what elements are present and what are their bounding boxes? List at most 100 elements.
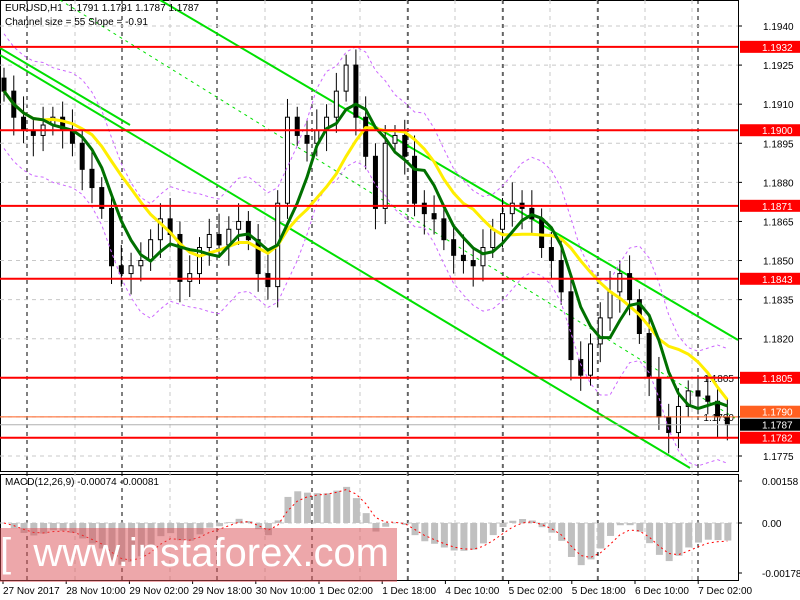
candle-body [421, 202, 427, 215]
macd-histogram-bar [626, 523, 634, 526]
macd-histogram-bar [59, 523, 67, 531]
x-tick-label: 27 Nov 2017 [3, 586, 60, 597]
candle-body [89, 168, 95, 189]
y-tick-label: 1.1805 [703, 374, 734, 385]
candle-body [490, 228, 496, 249]
macd-y-tick-label: 0.00 [762, 519, 782, 530]
macd-histogram-bar [304, 492, 312, 523]
level-price-tag [740, 431, 800, 444]
macd-histogram-bar [665, 523, 673, 562]
macd-histogram-bar [362, 513, 370, 523]
macd-histogram-bar [470, 523, 478, 550]
candle-body [431, 213, 437, 220]
current-price-label: 1.1787 [762, 421, 793, 432]
candle-body [343, 64, 349, 92]
candle-body [480, 247, 486, 267]
macd-histogram-bar [519, 519, 527, 523]
x-tick-label: 29 Nov 02:00 [129, 586, 189, 597]
candle-body [627, 273, 633, 301]
macd-y-tick-label: -0.00178 [762, 569, 800, 580]
candle-body [382, 142, 388, 209]
candle-body [539, 218, 545, 249]
macd-histogram-bar [528, 520, 536, 523]
macd-histogram-bar [499, 523, 507, 527]
candle-body [99, 187, 105, 209]
symbol-info: EURUSD,H1 1.1791 1.1791 1.1787 1.1787 [5, 3, 200, 14]
level-price-label: 1.1932 [762, 43, 793, 54]
macd-histogram-bar [401, 523, 409, 525]
y-tick-label: 1.1775 [763, 452, 794, 463]
candle-body [148, 239, 154, 262]
macd-histogram-bar [636, 523, 644, 532]
level-price-tag [740, 40, 800, 53]
candle-body [392, 134, 398, 144]
level-price-tag [740, 199, 800, 212]
ask-price-tag [740, 405, 800, 418]
channel-left-line [0, 47, 131, 126]
candle-body [304, 134, 310, 144]
y-tick-label: 1.1895 [763, 139, 794, 150]
macd-histogram-bar [421, 523, 429, 542]
macd-histogram-bar [655, 523, 663, 555]
macd-histogram-bar [597, 523, 605, 549]
macd-signal-line [3, 489, 728, 561]
macd-histogram-bar [69, 523, 77, 533]
level-price-label: 1.1900 [762, 126, 793, 137]
x-tick-label: 30 Nov 10:00 [256, 586, 316, 597]
macd-histogram-bar [509, 520, 517, 523]
macd-histogram-bar [548, 523, 556, 533]
candle-body [236, 220, 242, 230]
candle-body [470, 260, 476, 267]
macd-histogram-bar [616, 523, 624, 526]
macd-histogram-bar [577, 523, 585, 566]
macd-histogram-bar [724, 523, 732, 541]
x-tick-label: 1 Dec 18:00 [382, 586, 436, 597]
watermark-logo: [ www.instaforex.com ] [0, 528, 397, 582]
x-tick-label: 4 Dec 10:00 [445, 586, 499, 597]
candle-body [724, 416, 730, 426]
macd-histogram-bar [323, 493, 331, 523]
candle-body [587, 343, 593, 376]
y-tick-label: 1.1880 [763, 178, 794, 189]
y-tick-label: 1.1790 [703, 413, 734, 424]
macd-histogram-bar [450, 523, 458, 551]
candle-body [705, 395, 711, 402]
y-tick-label: 1.1835 [763, 296, 794, 307]
fast-moving-average [2, 90, 728, 411]
level-price-tag [740, 371, 800, 384]
channel-upper-line [159, 0, 739, 341]
x-tick-label: 6 Dec 10:00 [635, 586, 689, 597]
y-tick-label: 1.1910 [763, 100, 794, 111]
candle-body [333, 90, 339, 118]
candle-body [294, 116, 300, 136]
macd-histogram-bar [274, 520, 282, 523]
y-tick-label: 1.1865 [763, 217, 794, 228]
candle-body [607, 291, 613, 319]
macd-histogram-bar [460, 523, 468, 551]
candle-body [402, 134, 408, 157]
candle-body [187, 273, 193, 282]
macd-histogram-bar [294, 491, 302, 523]
channel-middle-line [59, 0, 739, 421]
macd-histogram-bar [49, 523, 57, 531]
candle-body [79, 142, 85, 170]
macd-histogram-bar [440, 523, 448, 548]
candle-body [157, 218, 163, 241]
macd-histogram-bar [558, 523, 566, 541]
candle-body [206, 233, 212, 249]
candle-body [1, 77, 7, 92]
macd-histogram-bar [255, 523, 263, 530]
candle-body [245, 220, 251, 241]
macd-histogram-bar [382, 523, 390, 527]
y-tick-label: 1.1820 [763, 335, 794, 346]
macd-histogram-bar [245, 521, 253, 523]
macd-histogram-bar [607, 523, 615, 536]
macd-histogram-bar [538, 523, 546, 528]
x-tick-label: 5 Dec 02:00 [509, 586, 563, 597]
candle-body [597, 317, 603, 345]
candle-body [118, 265, 124, 275]
candle-body [265, 273, 271, 288]
candle-body [177, 233, 183, 282]
channel-lower-line [0, 54, 691, 469]
